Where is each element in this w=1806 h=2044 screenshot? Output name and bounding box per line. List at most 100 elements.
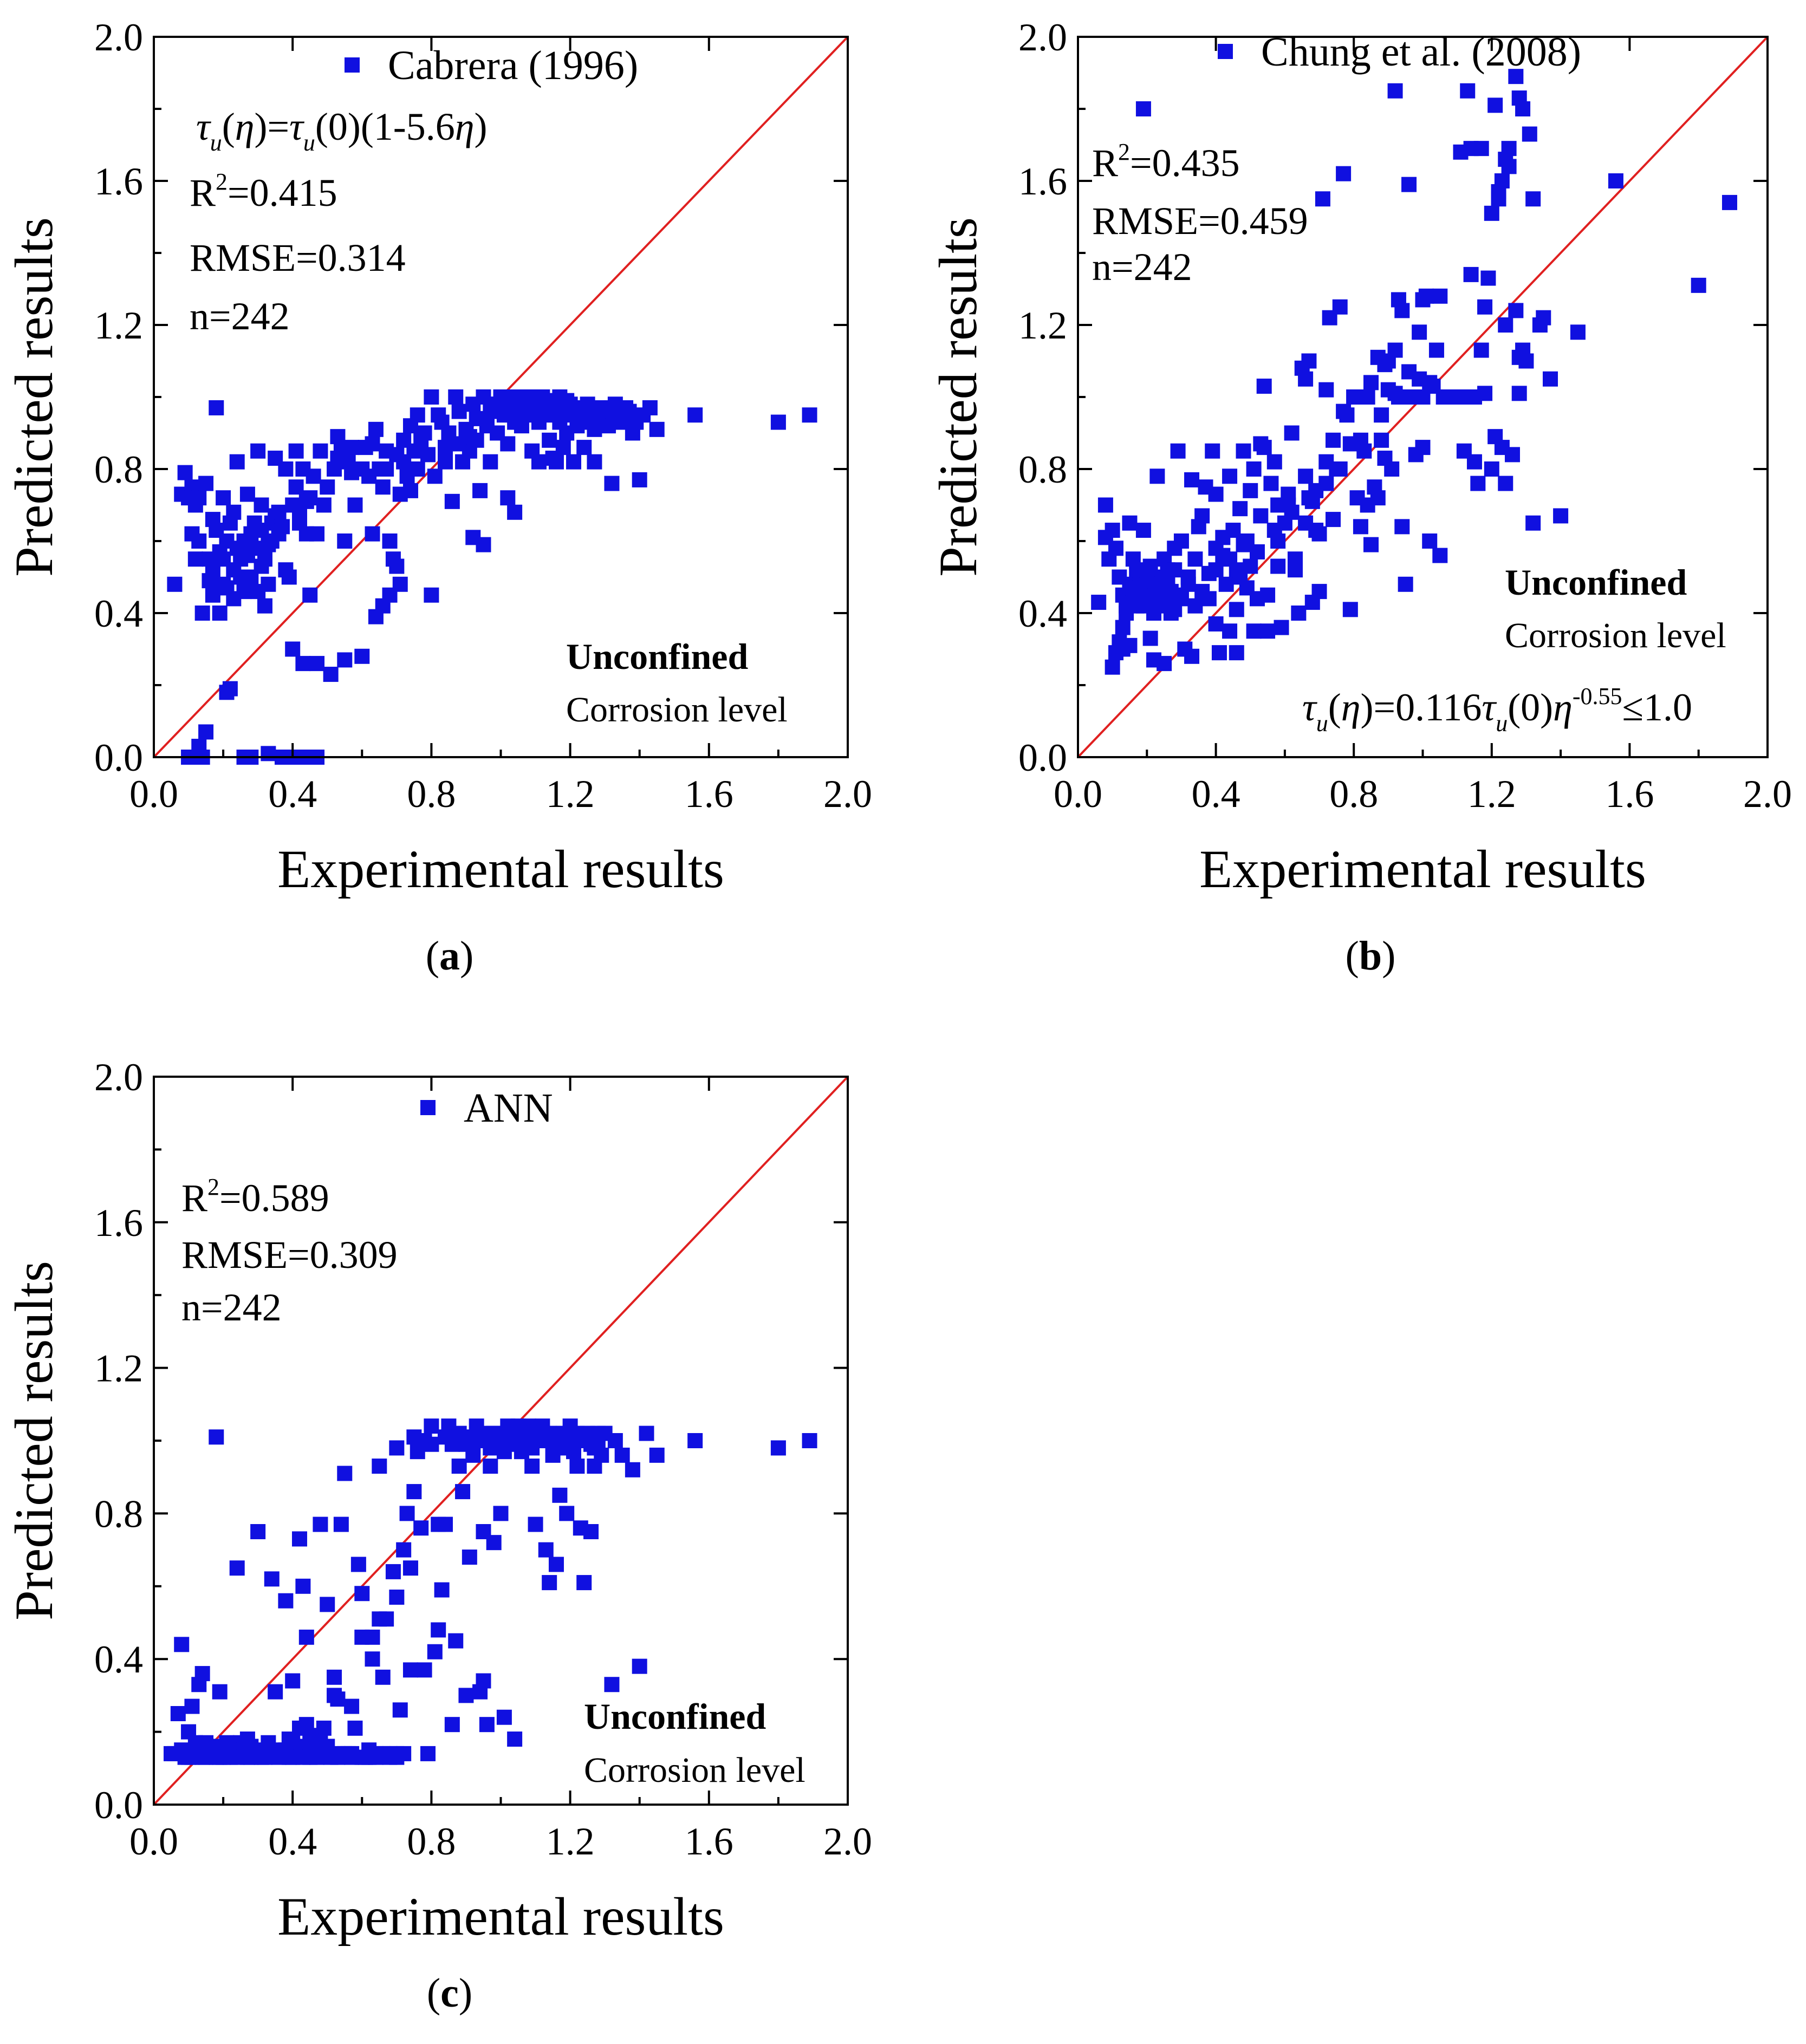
data-point bbox=[1218, 576, 1234, 592]
data-point bbox=[493, 1506, 509, 1521]
data-point bbox=[1129, 562, 1145, 578]
data-point bbox=[330, 429, 346, 445]
data-point bbox=[1491, 184, 1506, 199]
data-point bbox=[1243, 483, 1258, 498]
y-tick-label: 0.4 bbox=[1018, 592, 1067, 635]
data-point bbox=[424, 587, 439, 603]
data-point bbox=[451, 403, 467, 419]
data-point bbox=[1263, 476, 1279, 491]
data-point bbox=[559, 1506, 575, 1521]
data-point bbox=[354, 648, 370, 664]
data-point bbox=[604, 476, 620, 491]
data-point bbox=[261, 576, 276, 592]
data-point bbox=[451, 1425, 467, 1441]
y-tick-label: 2.0 bbox=[94, 16, 143, 59]
y-tick-label: 0.4 bbox=[94, 1638, 143, 1681]
data-point bbox=[1543, 371, 1558, 387]
data-point bbox=[1229, 645, 1244, 661]
data-point bbox=[1398, 576, 1413, 592]
sample-count: n=242 bbox=[1092, 245, 1192, 289]
data-point bbox=[1236, 537, 1251, 552]
chart-panel-a: 0.00.0 0.4 0.4 0.8 0.8 1.2 1.2 1.6 1.6 2.0 2.0 Expe… bbox=[4, 16, 872, 979]
data-point bbox=[462, 429, 477, 445]
data-point bbox=[1091, 595, 1107, 610]
data-point bbox=[500, 490, 516, 506]
data-point bbox=[354, 1749, 370, 1765]
data-point bbox=[239, 573, 255, 589]
x-tick-label: 1.6 bbox=[685, 772, 733, 816]
data-point bbox=[542, 432, 557, 448]
data-point bbox=[1173, 533, 1189, 549]
data-point bbox=[382, 533, 398, 549]
data-point bbox=[1498, 317, 1513, 333]
data-point bbox=[1222, 551, 1238, 567]
data-point bbox=[1149, 468, 1165, 484]
data-point bbox=[424, 389, 439, 405]
data-point bbox=[444, 493, 460, 509]
legend-label: Chung et al. (2008) bbox=[1261, 29, 1581, 75]
data-point bbox=[420, 447, 436, 463]
data-point bbox=[1387, 386, 1403, 401]
data-point bbox=[566, 1436, 582, 1452]
data-point bbox=[1518, 353, 1534, 369]
data-point bbox=[614, 1447, 630, 1463]
data-point bbox=[205, 512, 220, 528]
data-point bbox=[1311, 526, 1327, 542]
data-point bbox=[687, 1433, 703, 1448]
data-point bbox=[649, 1447, 665, 1463]
data-point bbox=[1508, 69, 1524, 84]
data-point bbox=[1332, 461, 1348, 477]
data-point bbox=[1298, 371, 1314, 387]
data-point bbox=[309, 526, 325, 542]
data-point bbox=[1553, 508, 1569, 524]
data-point bbox=[507, 504, 523, 520]
data-point bbox=[212, 1684, 228, 1700]
data-point bbox=[288, 443, 304, 459]
data-point bbox=[1287, 551, 1303, 567]
y-axis-label: Predicted results bbox=[4, 1261, 64, 1620]
data-point bbox=[1432, 548, 1448, 563]
x-tick-label: 1.2 bbox=[546, 1820, 595, 1863]
data-point bbox=[1135, 523, 1151, 538]
y-tick-label: 0.8 bbox=[94, 448, 143, 491]
data-point bbox=[1256, 440, 1272, 455]
legend-marker bbox=[420, 1100, 436, 1115]
data-point bbox=[552, 414, 568, 430]
data-point bbox=[392, 1702, 408, 1718]
data-point bbox=[455, 454, 471, 470]
x-axis-label: Experimental results bbox=[1199, 839, 1646, 899]
data-point bbox=[278, 461, 294, 477]
data-point bbox=[528, 1516, 543, 1532]
data-point bbox=[281, 1731, 297, 1747]
data-point bbox=[250, 1524, 266, 1539]
data-point bbox=[1222, 468, 1238, 484]
data-point bbox=[1363, 537, 1379, 552]
data-point bbox=[431, 1516, 446, 1532]
data-point bbox=[1415, 440, 1431, 455]
data-point bbox=[313, 443, 328, 459]
data-point bbox=[1311, 584, 1327, 600]
x-axis-label: Experimental results bbox=[277, 839, 724, 899]
x-tick-label: 0.8 bbox=[1329, 772, 1378, 816]
data-point bbox=[316, 1720, 332, 1736]
data-point bbox=[1298, 515, 1314, 531]
equation: τu(η)=0.116τu(0)η-0.55≤1.0 bbox=[1302, 683, 1692, 737]
data-point bbox=[1377, 451, 1393, 466]
data-point bbox=[261, 1735, 276, 1750]
data-point bbox=[1122, 580, 1138, 596]
data-point bbox=[254, 497, 269, 513]
data-point bbox=[1170, 443, 1186, 459]
data-point bbox=[1415, 292, 1431, 308]
data-point bbox=[1105, 523, 1120, 538]
data-point bbox=[1498, 476, 1513, 491]
stats: R2=0.415 RMSE=0.314 n=242 bbox=[190, 168, 406, 338]
data-point bbox=[566, 454, 582, 470]
x-axis-label: Experimental results bbox=[277, 1886, 724, 1947]
data-point bbox=[1246, 623, 1262, 639]
x-tick-label: 0.0 bbox=[1054, 772, 1102, 816]
chart-panel-b: 0.00.0 0.4 0.4 0.8 0.8 1.2 1.2 1.6 1.6 2.0 2.0 Expe… bbox=[928, 16, 1792, 979]
data-point bbox=[802, 1433, 817, 1448]
data-point bbox=[427, 468, 443, 484]
x-tick-label: 2.0 bbox=[1743, 772, 1792, 816]
